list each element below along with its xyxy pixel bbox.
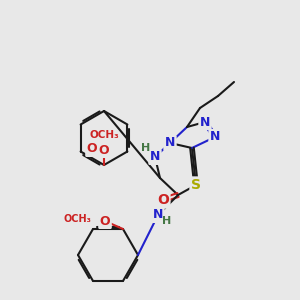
Text: OCH₃: OCH₃ (63, 214, 91, 224)
Text: N: N (210, 130, 220, 143)
Text: N: N (165, 136, 175, 149)
Text: N: N (200, 116, 210, 128)
Text: O: O (100, 214, 110, 227)
Text: O: O (87, 142, 97, 155)
Text: N: N (153, 208, 163, 221)
Text: O: O (99, 143, 109, 157)
Text: OCH₃: OCH₃ (89, 130, 119, 140)
Text: N: N (150, 151, 160, 164)
Text: O: O (157, 193, 169, 207)
Text: S: S (191, 178, 201, 192)
Text: H: H (141, 143, 151, 153)
Text: H: H (162, 216, 172, 226)
